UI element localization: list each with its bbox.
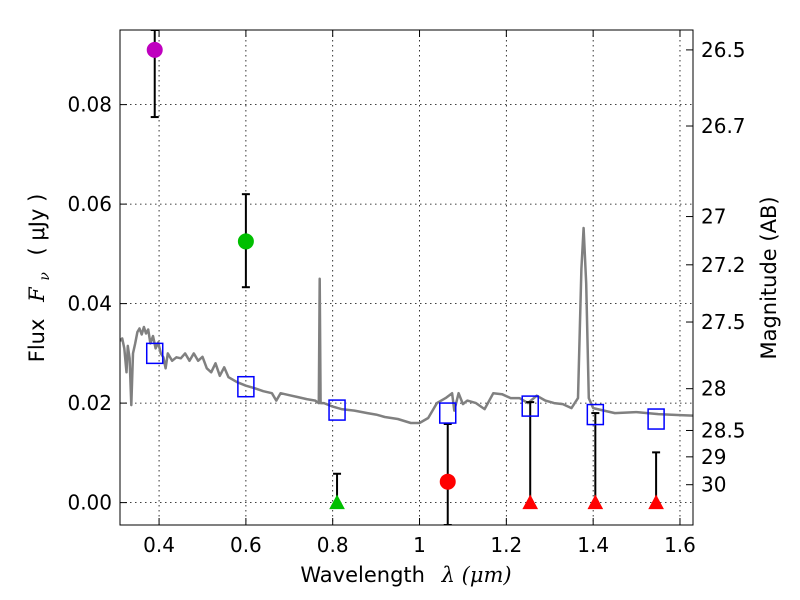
x-axis-title-math: λ (μm) [441, 563, 512, 587]
y2-tick-label: 30 [701, 473, 726, 497]
plot-frame [119, 29, 694, 526]
y-tick-label: 0.04 [67, 292, 112, 316]
y-axis-title-unit: ( μJy ) [25, 194, 49, 256]
model-photometry-square [438, 402, 457, 424]
x-tick-label: 0.4 [143, 533, 175, 557]
model-photometry-square [145, 342, 164, 365]
detection-point [439, 473, 456, 490]
y-axis-title-text: Flux [25, 319, 49, 363]
y2-tick-label: 28 [701, 377, 726, 401]
x-tick-label: 1.4 [577, 533, 609, 557]
y-axis-title-symbol: F [25, 286, 49, 303]
detection-point [237, 233, 254, 250]
y2-tick-label: 27.5 [701, 310, 746, 334]
y2-tick-label: 29 [701, 445, 726, 469]
y2-tick-label: 27 [701, 205, 726, 229]
y2-tick-label: 27.2 [701, 253, 746, 277]
x-tick-label: 0.6 [230, 533, 262, 557]
upper-limit-marker [329, 494, 345, 510]
y2-tick-label: 28.5 [701, 418, 746, 442]
model-photometry-square [521, 395, 539, 417]
model-photometry-square [586, 403, 605, 426]
x-axis-title-text: Wavelength [300, 563, 425, 587]
model-photometry-square [328, 399, 346, 421]
y-axis-title: Flux F ν ( μJy ) [25, 194, 54, 363]
model-photometry-square [237, 375, 255, 398]
y2-axis-title: Magnitude (AB) [757, 196, 781, 359]
model-photometry-square [647, 408, 665, 430]
ticks: 0.4 0.6 0.8 1 1.2 1.4 1.6 0.00 0.02 0.04 0.06 0.08 2… [67, 30, 746, 557]
grid [120, 30, 693, 525]
x-tick-label: 1.2 [490, 533, 522, 557]
y-tick-label: 0.02 [67, 391, 112, 415]
x-tick-label: 1.6 [664, 533, 696, 557]
y2-tick-label: 26.5 [701, 38, 746, 62]
y2-tick-label: 26.7 [701, 114, 746, 138]
y-tick-label: 0.00 [67, 491, 112, 515]
x-tick-label: 0.8 [317, 533, 349, 557]
y-tick-label: 0.08 [67, 93, 112, 117]
upper-limit-marker [648, 494, 664, 510]
detection-point [146, 41, 163, 58]
upper-limit-marker [522, 494, 539, 510]
plot-area [120, 30, 693, 525]
y-axis-title-subscript: ν [37, 272, 53, 281]
y-tick-label: 0.06 [67, 192, 112, 216]
upper-limit-marker [587, 494, 604, 510]
model-sed-line [120, 226, 693, 425]
x-axis-title: Wavelength λ (μm) [300, 563, 511, 587]
x-tick-label: 1 [413, 533, 426, 557]
